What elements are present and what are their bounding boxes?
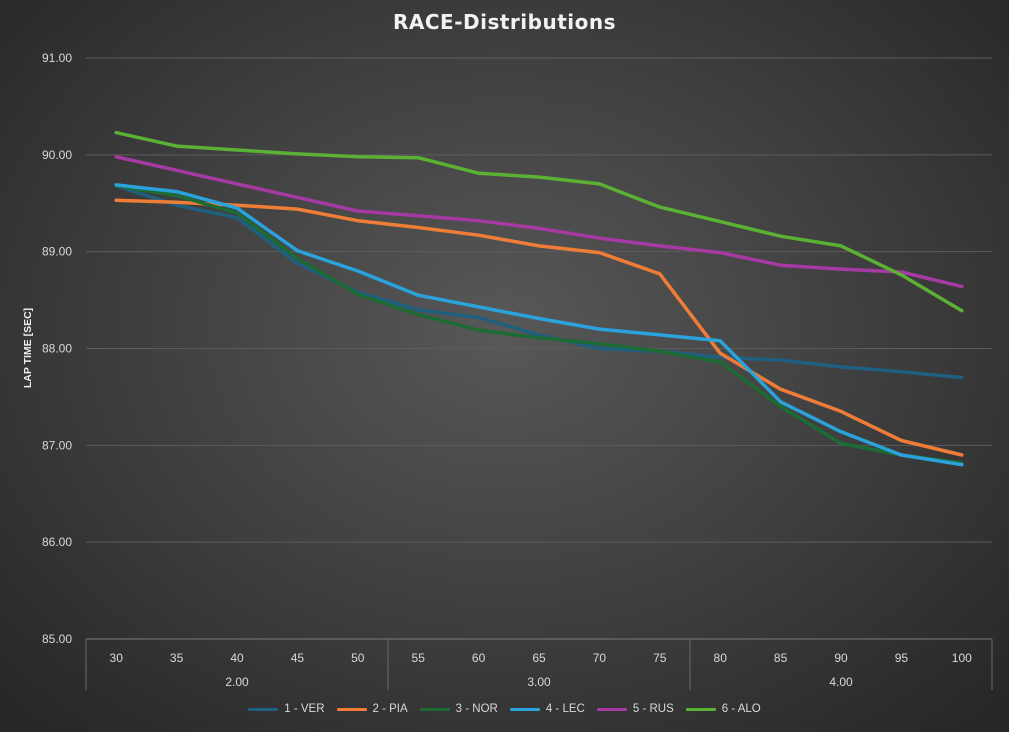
legend-item: 1 - VER xyxy=(248,703,325,715)
y-axis-title: LAP TIME [SEC] xyxy=(22,308,34,388)
y-tick-label: 89.00 xyxy=(42,245,72,259)
x-tick-label: 40 xyxy=(230,651,244,665)
x-tick-label: 50 xyxy=(351,651,365,665)
y-tick-label: 91.00 xyxy=(42,51,72,65)
legend-label: 1 - VER xyxy=(284,703,325,715)
x-tick-label: 100 xyxy=(952,651,972,665)
x-tick-label: 55 xyxy=(412,651,426,665)
legend-swatch xyxy=(596,707,627,711)
y-tick-label: 86.00 xyxy=(42,535,72,549)
x-group-label: 3.00 xyxy=(527,675,551,689)
legend-item: 4 - LEC xyxy=(509,703,585,715)
legend-label: 6 - ALO xyxy=(721,703,761,715)
series-line-5-rus xyxy=(114,155,964,289)
legend-swatch xyxy=(685,707,716,711)
x-tick-label: 80 xyxy=(714,651,728,665)
legend-item: 3 - NOR xyxy=(419,703,498,715)
legend-swatch xyxy=(248,707,279,711)
y-tick-label: 90.00 xyxy=(42,148,72,162)
legend-item: 2 - PIA xyxy=(336,703,408,715)
x-tick-label: 45 xyxy=(291,651,305,665)
legend-item: 5 - RUS xyxy=(596,703,674,715)
series-line-6-alo xyxy=(114,130,964,313)
legend-swatch xyxy=(419,707,450,711)
series-line-3-nor xyxy=(114,184,964,465)
x-tick-label: 35 xyxy=(170,651,184,665)
x-tick-label: 70 xyxy=(593,651,607,665)
x-tick-label: 95 xyxy=(895,651,909,665)
y-tick-label: 87.00 xyxy=(42,438,72,452)
series-line-2-pia xyxy=(114,198,964,457)
series-line-4-lec xyxy=(114,183,964,467)
x-tick-label: 65 xyxy=(532,651,546,665)
x-group-label: 4.00 xyxy=(829,675,853,689)
legend-swatch xyxy=(509,707,540,711)
chart-title: RACE-Distributions xyxy=(392,10,616,34)
x-tick-label: 60 xyxy=(472,651,486,665)
chart-legend: 1 - VER 2 - PIA 3 - NOR 4 - LEC 5 - RUS 6 - A… xyxy=(0,703,1009,715)
x-tick-label: 85 xyxy=(774,651,788,665)
y-tick-label: 88.00 xyxy=(42,342,72,356)
x-tick-label: 90 xyxy=(834,651,848,665)
legend-label: 5 - RUS xyxy=(632,703,674,715)
legend-label: 2 - PIA xyxy=(372,703,408,715)
x-group-label: 2.00 xyxy=(225,675,249,689)
legend-label: 3 - NOR xyxy=(455,703,498,715)
legend-label: 4 - LEC xyxy=(545,703,585,715)
y-tick-label: 85.00 xyxy=(42,632,72,646)
legend-swatch xyxy=(336,707,367,711)
x-tick-label: 75 xyxy=(653,651,667,665)
x-tick-label: 30 xyxy=(110,651,124,665)
legend-item: 6 - ALO xyxy=(685,703,761,715)
series-line-1-ver xyxy=(114,184,964,380)
